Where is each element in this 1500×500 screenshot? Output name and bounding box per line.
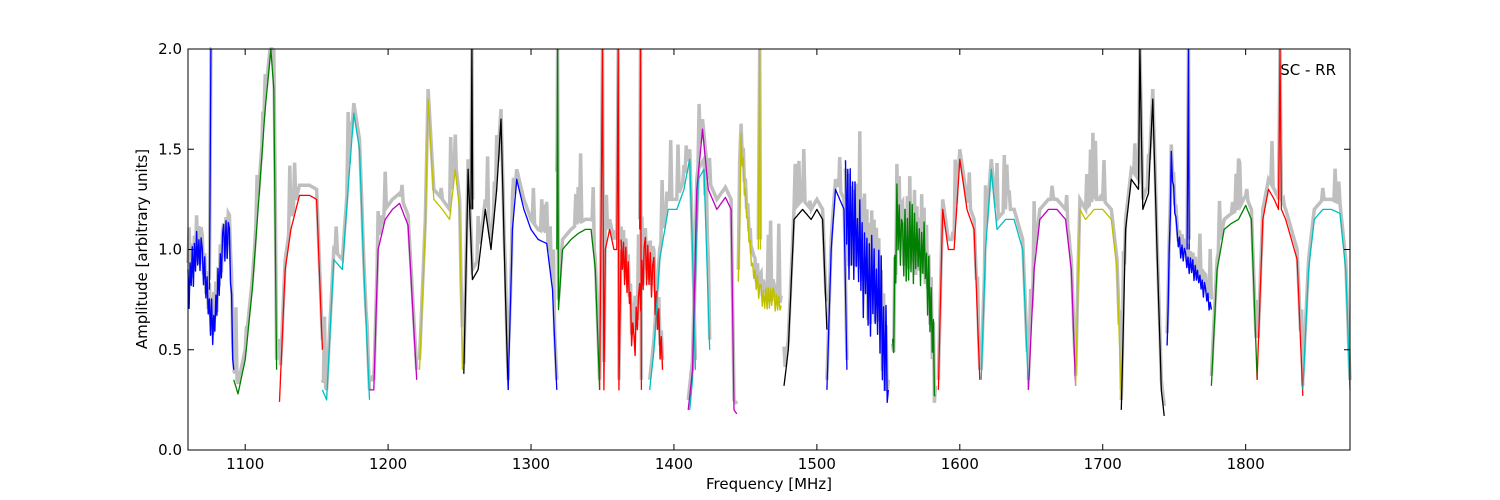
series-line-22 [844,160,889,403]
envelope-line-25 [979,154,1031,370]
envelope-line-26 [1026,185,1078,380]
series-line-33 [1302,208,1351,390]
series-line-17 [687,128,738,415]
x-tick-label: 1100 [226,455,264,473]
x-tick-label: 1300 [512,455,550,473]
series-line-31 [1210,204,1258,386]
series-line-21 [826,188,848,390]
y-axis-title: Amplitude [arbitrary units] [133,149,151,349]
series-line-10 [507,178,558,390]
series-line-24 [937,158,981,390]
series-line-7 [418,98,464,370]
x-tick-label: 1400 [655,455,693,473]
y-tick-label: 2.0 [158,40,182,58]
series-line-18 [737,132,782,312]
envelope-line-33 [1301,168,1352,380]
series-line-20 [783,208,828,386]
y-tick-label: 0.5 [158,341,182,359]
x-axis-title: Frequency [MHz] [706,475,832,493]
series-line-23 [891,183,936,397]
series-line-25 [980,168,1030,390]
envelope-line-3 [232,47,279,385]
x-tick-label: 1600 [941,455,979,473]
envelope-line-31 [1209,158,1259,376]
x-tick-label: 1500 [798,455,836,473]
y-tick-label: 0.0 [158,441,182,459]
envelope-line-18 [736,123,783,304]
series-line-3 [233,48,278,395]
x-tick-label: 1800 [1227,455,1265,473]
series-line-28 [1120,48,1165,416]
y-tick-label: 1.5 [158,140,182,158]
x-tick-label: 1700 [1084,455,1122,473]
series-line-4 [278,194,324,402]
annotation-label: SC - RR [1280,61,1336,79]
series-line-11 [556,48,601,390]
series-line-15 [649,158,697,390]
envelope-line-27 [1073,132,1124,390]
envelope-line-10 [506,168,559,380]
series-line-26 [1027,208,1077,390]
envelope-line-11 [555,48,602,380]
series-line-5 [321,112,371,401]
ticks-layer: 1100 1200 1300 1400 1500 1600 1700 1800 0.0 0.5 1.… [158,40,1350,473]
series-line-27 [1074,208,1122,400]
envelope-line-4 [277,162,325,366]
series-line-1 [187,220,235,370]
y-tick-label: 1.0 [158,241,182,259]
x-tick-label: 1200 [369,455,407,473]
series-line-6 [369,202,418,391]
series-line-29 [1166,150,1213,346]
envelope-line-29 [1165,144,1214,334]
series-line-12 [598,48,622,391]
series-layer [186,47,1352,416]
series-line-8 [463,118,509,390]
